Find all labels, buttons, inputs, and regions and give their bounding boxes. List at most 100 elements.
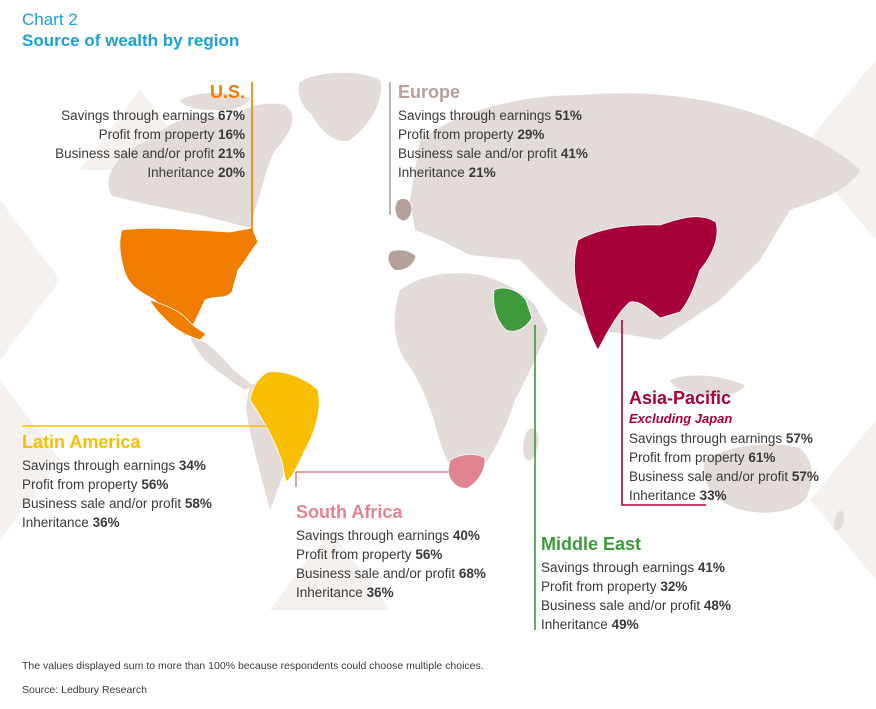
stat-row: Inheritance 49% <box>541 615 731 634</box>
chart-title: Source of wealth by region <box>22 31 240 50</box>
region-block-us: U.S. Savings through earnings 67% Profit… <box>0 80 245 182</box>
stat-value: 67% <box>217 108 245 123</box>
stat-label: Inheritance <box>147 165 215 180</box>
stat-value: 49% <box>611 617 639 632</box>
region-shape-latin-america <box>249 371 320 483</box>
region-block-asia-pacific: Asia-Pacific Excluding Japan Savings thr… <box>629 386 819 505</box>
background-watermark <box>0 60 876 610</box>
stat-value: 21% <box>217 146 245 161</box>
stat-label: Savings through earnings <box>629 431 783 446</box>
region-block-middle-east: Middle East Savings through earnings 41%… <box>541 532 731 634</box>
stat-row: Business sale and/or profit 21% <box>0 144 245 163</box>
stat-row: Profit from property 56% <box>296 545 486 564</box>
landmass-japan <box>733 235 749 268</box>
stat-label: Profit from property <box>98 127 215 142</box>
stat-value: 48% <box>703 598 731 613</box>
stat-value: 40% <box>452 528 480 543</box>
stat-value: 36% <box>366 585 394 600</box>
stat-row: Inheritance 20% <box>0 163 245 182</box>
stat-value: 32% <box>660 579 688 594</box>
stat-row: Savings through earnings 67% <box>0 106 245 125</box>
stat-value: 41% <box>697 560 725 575</box>
region-name-us: U.S. <box>209 82 245 102</box>
region-name-latin-america: Latin America <box>22 432 141 452</box>
region-shape-middle-east <box>493 287 533 332</box>
source-note: Source: Ledbury Research <box>22 684 147 696</box>
region-shape-mexico <box>149 299 207 341</box>
landmass-north-america <box>108 103 293 228</box>
region-name-middle-east: Middle East <box>541 534 642 554</box>
stat-row: Business sale and/or profit 57% <box>629 467 819 486</box>
landmass-australia <box>704 444 812 513</box>
chart-number: Chart 2 <box>22 10 78 29</box>
stat-label: Savings through earnings <box>61 108 215 123</box>
stat-row: Inheritance 33% <box>629 486 819 505</box>
region-name-europe: Europe <box>398 82 461 102</box>
stat-label: Business sale and/or profit <box>629 469 789 484</box>
region-subtitle-asia-pacific: Excluding Japan <box>629 411 733 426</box>
stat-row: Savings through earnings 40% <box>296 526 486 545</box>
stat-value: 29% <box>517 127 545 142</box>
stat-label: Profit from property <box>398 127 514 142</box>
stat-value: 20% <box>217 165 245 180</box>
region-block-south-africa: South Africa Savings through earnings 40… <box>296 500 486 602</box>
stat-label: Inheritance <box>296 585 363 600</box>
stat-label: Business sale and/or profit <box>296 566 456 581</box>
region-shape-us <box>119 227 259 337</box>
stat-row: Inheritance 36% <box>296 583 486 602</box>
stat-label: Inheritance <box>398 165 465 180</box>
stat-row: Savings through earnings 34% <box>22 456 212 475</box>
stat-value: 57% <box>791 469 819 484</box>
stat-value: 56% <box>141 477 169 492</box>
landmass-eurasia <box>410 93 860 341</box>
stat-label: Inheritance <box>22 515 89 530</box>
region-name-asia-pacific: Asia-Pacific <box>629 388 732 408</box>
leader-line-asia-pacific <box>621 320 706 506</box>
region-block-europe: Europe Savings through earnings 51% Prof… <box>398 80 588 182</box>
stat-value: 33% <box>699 488 727 503</box>
stat-value: 36% <box>92 515 120 530</box>
stat-row: Business sale and/or profit 48% <box>541 596 731 615</box>
stat-row: Business sale and/or profit 58% <box>22 494 212 513</box>
chart-header: Chart 2 Source of wealth by region <box>22 10 239 52</box>
landmass-canada-arctic <box>180 93 250 111</box>
stat-row: Savings through earnings 57% <box>629 429 819 448</box>
stat-row: Profit from property 56% <box>22 475 212 494</box>
landmass-central-america <box>190 335 252 390</box>
region-shape-asia-pacific <box>574 216 718 351</box>
stat-value: 68% <box>458 566 486 581</box>
stat-value: 16% <box>217 127 245 142</box>
stat-row: Savings through earnings 41% <box>541 558 731 577</box>
stat-value: 21% <box>468 165 496 180</box>
stat-row: Profit from property 32% <box>541 577 731 596</box>
stat-row: Profit from property 16% <box>0 125 245 144</box>
stat-label: Business sale and/or profit <box>398 146 558 161</box>
region-block-latin-america: Latin America Savings through earnings 3… <box>22 430 212 532</box>
stat-value: 56% <box>415 547 443 562</box>
stat-row: Profit from property 29% <box>398 125 588 144</box>
stat-label: Savings through earnings <box>398 108 552 123</box>
stat-label: Profit from property <box>296 547 412 562</box>
stat-value: 57% <box>785 431 813 446</box>
stat-label: Savings through earnings <box>541 560 695 575</box>
stat-value: 58% <box>184 496 212 511</box>
stat-value: 41% <box>560 146 588 161</box>
stat-row: Profit from property 61% <box>629 448 819 467</box>
landmass-greenland <box>298 72 381 141</box>
footnote: The values displayed sum to more than 10… <box>22 660 484 672</box>
stat-label: Savings through earnings <box>296 528 450 543</box>
stat-label: Business sale and/or profit <box>541 598 701 613</box>
stat-row: Savings through earnings 51% <box>398 106 588 125</box>
landmass-new-zealand <box>834 510 845 531</box>
landmass-southeast-asia <box>670 375 745 397</box>
region-name-south-africa: South Africa <box>296 502 403 522</box>
stat-label: Profit from property <box>541 579 657 594</box>
stat-row: Business sale and/or profit 41% <box>398 144 588 163</box>
stat-label: Inheritance <box>541 617 608 632</box>
stat-label: Business sale and/or profit <box>22 496 182 511</box>
landmass-madagascar <box>523 428 539 461</box>
stat-label: Profit from property <box>629 450 745 465</box>
stat-row: Inheritance 36% <box>22 513 212 532</box>
stat-row: Inheritance 21% <box>398 163 588 182</box>
stat-row: Business sale and/or profit 68% <box>296 564 486 583</box>
